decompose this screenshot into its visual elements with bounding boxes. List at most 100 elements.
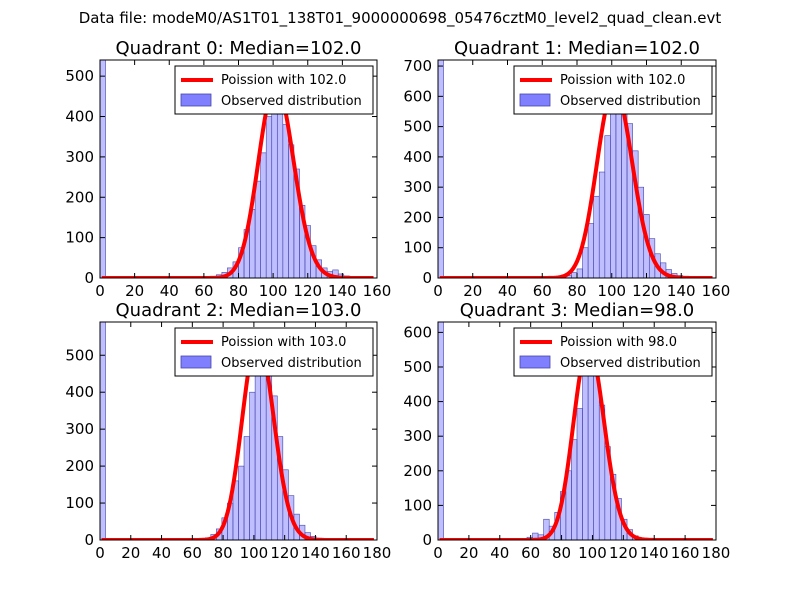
x-tick-label: 180	[702, 544, 731, 562]
legend-curve-label: Poission with 103.0	[221, 335, 346, 350]
histogram-bar	[249, 391, 256, 540]
y-tick-label: 200	[403, 208, 432, 226]
histogram-bar	[276, 100, 284, 278]
x-tick-label: 160	[702, 282, 731, 300]
x-tick-label: 40	[490, 544, 509, 562]
y-tick-label: 200	[65, 188, 94, 206]
axes-frame	[99, 321, 378, 541]
legend-hist-swatch	[519, 355, 551, 369]
poisson-curve	[101, 82, 374, 278]
histogram-bar	[571, 272, 578, 278]
x-tick-label: 40	[152, 544, 171, 562]
legend: Poission with 102.0 Observed distribution	[174, 65, 374, 115]
y-tick-label: 100	[403, 239, 432, 257]
x-tick-label: 60	[533, 282, 552, 300]
x-tick-label: 60	[194, 282, 213, 300]
x-tick-label: 20	[459, 544, 478, 562]
x-tick-label: 20	[125, 282, 144, 300]
histogram-bar	[100, 60, 106, 278]
x-tick-label: 160	[671, 544, 700, 562]
y-tick-label: 0	[84, 531, 94, 549]
legend-hist-label: Observed distribution	[221, 356, 362, 371]
subplot-quadrant-0: Quadrant 0: Median=102.0 0 20 40 60 80 100 120 1…	[65, 38, 391, 300]
subplot-grid: Quadrant 0: Median=102.00 20 40 60 80 100 120 1…	[65, 38, 730, 562]
x-tick-label: 0	[95, 544, 105, 562]
y-tick-label: 200	[65, 457, 94, 475]
y-tick-label: 0	[422, 269, 432, 287]
x-tick-label: 120	[293, 282, 322, 300]
poisson-curve	[439, 85, 713, 278]
histogram-bar	[260, 152, 267, 278]
x-tick-label: 40	[160, 282, 179, 300]
y-tick-label: 400	[65, 383, 94, 401]
y-tick-label: 600	[403, 87, 432, 105]
x-tick-label: 100	[597, 282, 626, 300]
y-tick-label: 300	[65, 420, 94, 438]
x-tick-label: 20	[463, 282, 482, 300]
histogram-bar	[438, 322, 444, 540]
histogram-bar	[243, 436, 250, 540]
histogram-bar	[254, 366, 261, 540]
histogram-bar	[576, 268, 583, 278]
histogram-bar	[598, 171, 606, 278]
legend: Poission with 102.0 Observed distribution	[513, 65, 713, 115]
legend-hist-label: Observed distribution	[560, 356, 701, 371]
x-tick-label: 140	[328, 282, 357, 300]
legend-hist-label: Observed distribution	[221, 94, 362, 109]
y-tick-label: 300	[403, 178, 432, 196]
legend-hist-label: Observed distribution	[560, 94, 701, 109]
histogram-bar	[100, 322, 106, 540]
y-tick-label: 300	[403, 427, 432, 445]
y-tick-label: 400	[403, 148, 432, 166]
y-tick-label: 100	[65, 229, 94, 247]
histogram-bar	[438, 60, 444, 278]
y-tick-label: 400	[65, 108, 94, 126]
figure-suptitle: Data file: modeM0/AS1T01_138T01_90000006…	[79, 9, 722, 28]
subplot-quadrant-1: Quadrant 1: Median=102.0 0 20 40 60 80 100 120 1…	[403, 38, 730, 300]
legend-hist-swatch	[519, 93, 551, 107]
x-tick-label: 40	[498, 282, 517, 300]
legend-hist-swatch	[180, 355, 212, 369]
legend: Poission with 98.0 Observed distribution	[513, 327, 713, 377]
x-tick-label: 80	[229, 282, 248, 300]
histogram-bar	[282, 124, 289, 278]
x-tick-label: 160	[363, 282, 392, 300]
legend-hist-swatch	[180, 93, 212, 107]
histogram-bar	[271, 91, 278, 278]
histogram-bar	[238, 465, 245, 540]
x-tick-label: 100	[240, 544, 269, 562]
x-tick-label: 60	[183, 544, 202, 562]
x-tick-label: 140	[640, 544, 669, 562]
y-tick-label: 500	[65, 346, 94, 364]
y-tick-label: 500	[403, 358, 432, 376]
histogram-bar	[587, 223, 594, 278]
x-tick-label: 120	[270, 544, 299, 562]
x-tick-label: 20	[121, 544, 140, 562]
subplot-quadrant-2: Quadrant 2: Median=103.00 20 40 60 80 100 120 1…	[65, 300, 391, 562]
x-tick-label: 180	[363, 544, 392, 562]
x-tick-label: 100	[578, 544, 607, 562]
y-tick-label: 100	[403, 496, 432, 514]
subplot-title: Quadrant 1: Median=102.0	[454, 38, 700, 59]
y-tick-label: 500	[65, 67, 94, 85]
histogram-bar	[582, 247, 589, 278]
y-tick-label: 300	[65, 148, 94, 166]
x-tick-label: 0	[433, 544, 443, 562]
subplot-title: Quadrant 2: Median=103.0	[116, 300, 362, 321]
y-tick-label: 600	[403, 323, 432, 341]
x-tick-label: 100	[259, 282, 288, 300]
y-tick-label: 200	[403, 462, 432, 480]
x-tick-label: 0	[95, 282, 105, 300]
histogram-bar	[576, 408, 583, 540]
x-tick-label: 0	[433, 282, 443, 300]
legend: Poission with 103.0 Observed distribution	[174, 327, 374, 377]
plot-area	[100, 60, 374, 278]
plot-area	[438, 60, 713, 278]
subplot-title: Quadrant 0: Median=102.0	[116, 38, 362, 59]
histogram-bar	[571, 439, 578, 540]
x-tick-label: 160	[332, 544, 361, 562]
legend-curve-label: Poission with 102.0	[560, 73, 685, 88]
y-tick-label: 700	[403, 57, 432, 75]
plot-area	[100, 322, 375, 540]
